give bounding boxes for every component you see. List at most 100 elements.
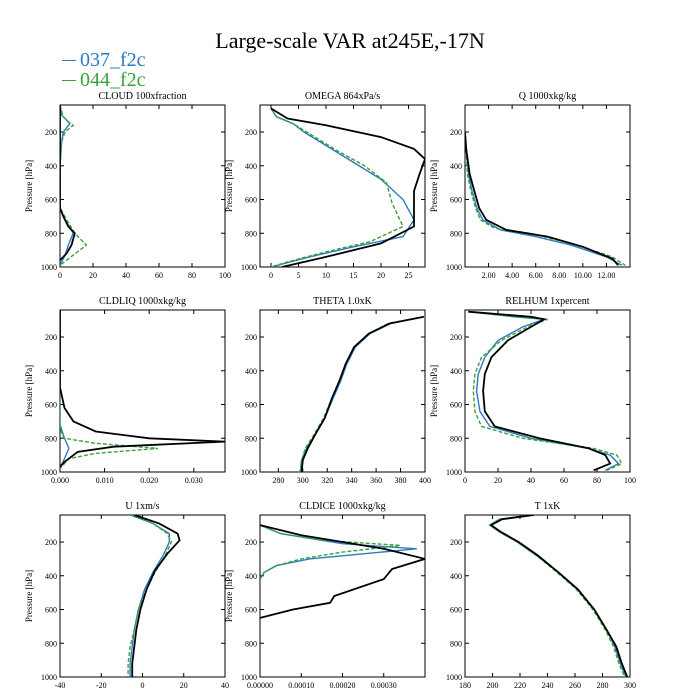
- y-tick-label: 600: [450, 606, 462, 615]
- y-tick-label: 200: [450, 333, 462, 342]
- y-tick-label: 200: [245, 538, 257, 547]
- panel-4: THETA 1.0xK 200 400 600 800 1000 280 300 320 340 3…: [241, 296, 431, 485]
- y-tick-label: 800: [450, 229, 462, 238]
- y-tick-label: 600: [245, 196, 257, 205]
- y-tick-label: 200: [450, 538, 462, 547]
- panel-title: OMEGA 864xPa/s: [305, 91, 380, 102]
- x-tick-label: 300: [297, 476, 309, 485]
- y-tick-label: 400: [245, 162, 257, 171]
- y-tick-label: 600: [245, 606, 257, 615]
- legend-label-044: 044_f2c: [80, 69, 146, 91]
- y-tick-label: 400: [45, 162, 57, 171]
- figure-title: Large-scale VAR at245E,-17N: [215, 28, 485, 53]
- legend-swatch-037: [62, 59, 76, 61]
- x-tick-label: 80: [188, 271, 196, 280]
- x-tick-label: 40: [122, 271, 130, 280]
- y-tick-label: 200: [245, 333, 257, 342]
- legend: 037_f2c 044_f2c: [62, 50, 146, 90]
- x-tick-label: 0.020: [140, 476, 158, 485]
- y-tick-label: 200: [450, 128, 462, 137]
- x-tick-label: 340: [346, 476, 358, 485]
- x-tick-label: 4.00: [505, 271, 519, 280]
- panel-title: Q 1000xkg/kg: [519, 91, 577, 102]
- x-tick-label: 2.00: [482, 271, 496, 280]
- y-tick-label: 1000: [446, 263, 462, 272]
- y-axis-label: Pressure [hPa]: [429, 160, 439, 212]
- series-line-037_f2c: [270, 108, 415, 267]
- y-axis-label: Pressure [hPa]: [24, 160, 34, 212]
- panel-6: U 1xm/s 200 400 600 800 1000-40 -20 0 20 40 Pressu…: [24, 501, 229, 690]
- series-line-037_f2c: [129, 515, 170, 677]
- x-tick-label: 100: [219, 271, 231, 280]
- y-tick-label: 600: [45, 606, 57, 615]
- y-tick-label: 200: [245, 128, 257, 137]
- x-tick-label: 0.000: [51, 476, 69, 485]
- y-tick-label: 200: [45, 538, 57, 547]
- y-tick-label: 1000: [41, 673, 57, 682]
- series-line-044_f2c: [465, 131, 626, 266]
- y-tick-label: 400: [450, 162, 462, 171]
- x-tick-label: 20: [89, 271, 97, 280]
- panel-1: OMEGA 864xPa/s 200 400 600 800 1000 0 5 10 15 20 25…: [224, 91, 426, 280]
- plot-frame: [464, 104, 631, 268]
- panel-7: CLDICE 1000xkg/kg 200 400 600 800 10000.00000…: [224, 501, 426, 690]
- x-tick-label: 60: [155, 271, 163, 280]
- x-tick-label: 10.00: [574, 271, 592, 280]
- y-tick-label: 1000: [446, 468, 462, 477]
- x-tick-label: 0.00000: [247, 681, 273, 690]
- y-tick-label: 1000: [241, 468, 257, 477]
- x-tick-label: 300: [624, 681, 636, 690]
- x-tick-label: 360: [370, 476, 382, 485]
- x-tick-label: 180: [459, 681, 471, 690]
- plot-frame: [59, 104, 226, 268]
- y-axis-label: Pressure [hPa]: [224, 570, 234, 622]
- x-tick-label: 40: [527, 476, 535, 485]
- y-tick-label: 800: [245, 229, 257, 238]
- y-tick-label: 600: [450, 401, 462, 410]
- series-line-obs: [489, 515, 629, 677]
- plot-frame: [259, 514, 426, 678]
- y-tick-label: 800: [450, 639, 462, 648]
- x-tick-label: 240: [542, 681, 554, 690]
- y-axis-label: Pressure [hPa]: [24, 570, 34, 622]
- y-tick-label: 800: [245, 434, 257, 443]
- y-tick-label: 200: [45, 128, 57, 137]
- x-tick-label: 15: [350, 271, 358, 280]
- x-tick-label: 0: [58, 271, 62, 280]
- x-tick-label: 8.00: [552, 271, 566, 280]
- series-line-044_f2c: [127, 515, 173, 677]
- x-tick-label: 25: [405, 271, 413, 280]
- x-tick-label: 80: [593, 476, 601, 485]
- series-line-obs: [270, 107, 425, 267]
- y-tick-label: 400: [450, 572, 462, 581]
- y-axis-label: Pressure [hPa]: [224, 160, 234, 212]
- panel-title: T 1xK: [535, 501, 561, 512]
- y-tick-label: 200: [45, 333, 57, 342]
- x-tick-label: 5: [297, 271, 301, 280]
- y-tick-label: 1000: [446, 673, 462, 682]
- series-line-037_f2c: [468, 311, 620, 471]
- series-line-044_f2c: [488, 515, 626, 677]
- y-tick-label: 600: [450, 196, 462, 205]
- x-tick-label: 100: [624, 476, 636, 485]
- series-line-obs: [260, 524, 425, 619]
- x-tick-label: 20: [377, 271, 385, 280]
- series-line-obs: [60, 310, 225, 468]
- panel-title: CLDLIQ 1000xkg/kg: [99, 296, 186, 307]
- x-tick-label: 260: [569, 681, 581, 690]
- y-axis-label: Pressure [hPa]: [429, 365, 439, 417]
- panel-title: CLDICE 1000xkg/kg: [299, 501, 385, 512]
- panel-title: RELHUM 1xpercent: [505, 296, 589, 307]
- panel-title: U 1xm/s: [125, 501, 159, 512]
- x-tick-label: 0.00010: [288, 681, 314, 690]
- y-tick-label: 800: [45, 639, 57, 648]
- x-tick-label: 12.00: [597, 271, 615, 280]
- x-tick-label: 0.00020: [330, 681, 356, 690]
- x-tick-label: 200: [487, 681, 499, 690]
- x-tick-label: 0: [463, 476, 467, 485]
- x-tick-label: 320: [321, 476, 333, 485]
- x-tick-label: 380: [395, 476, 407, 485]
